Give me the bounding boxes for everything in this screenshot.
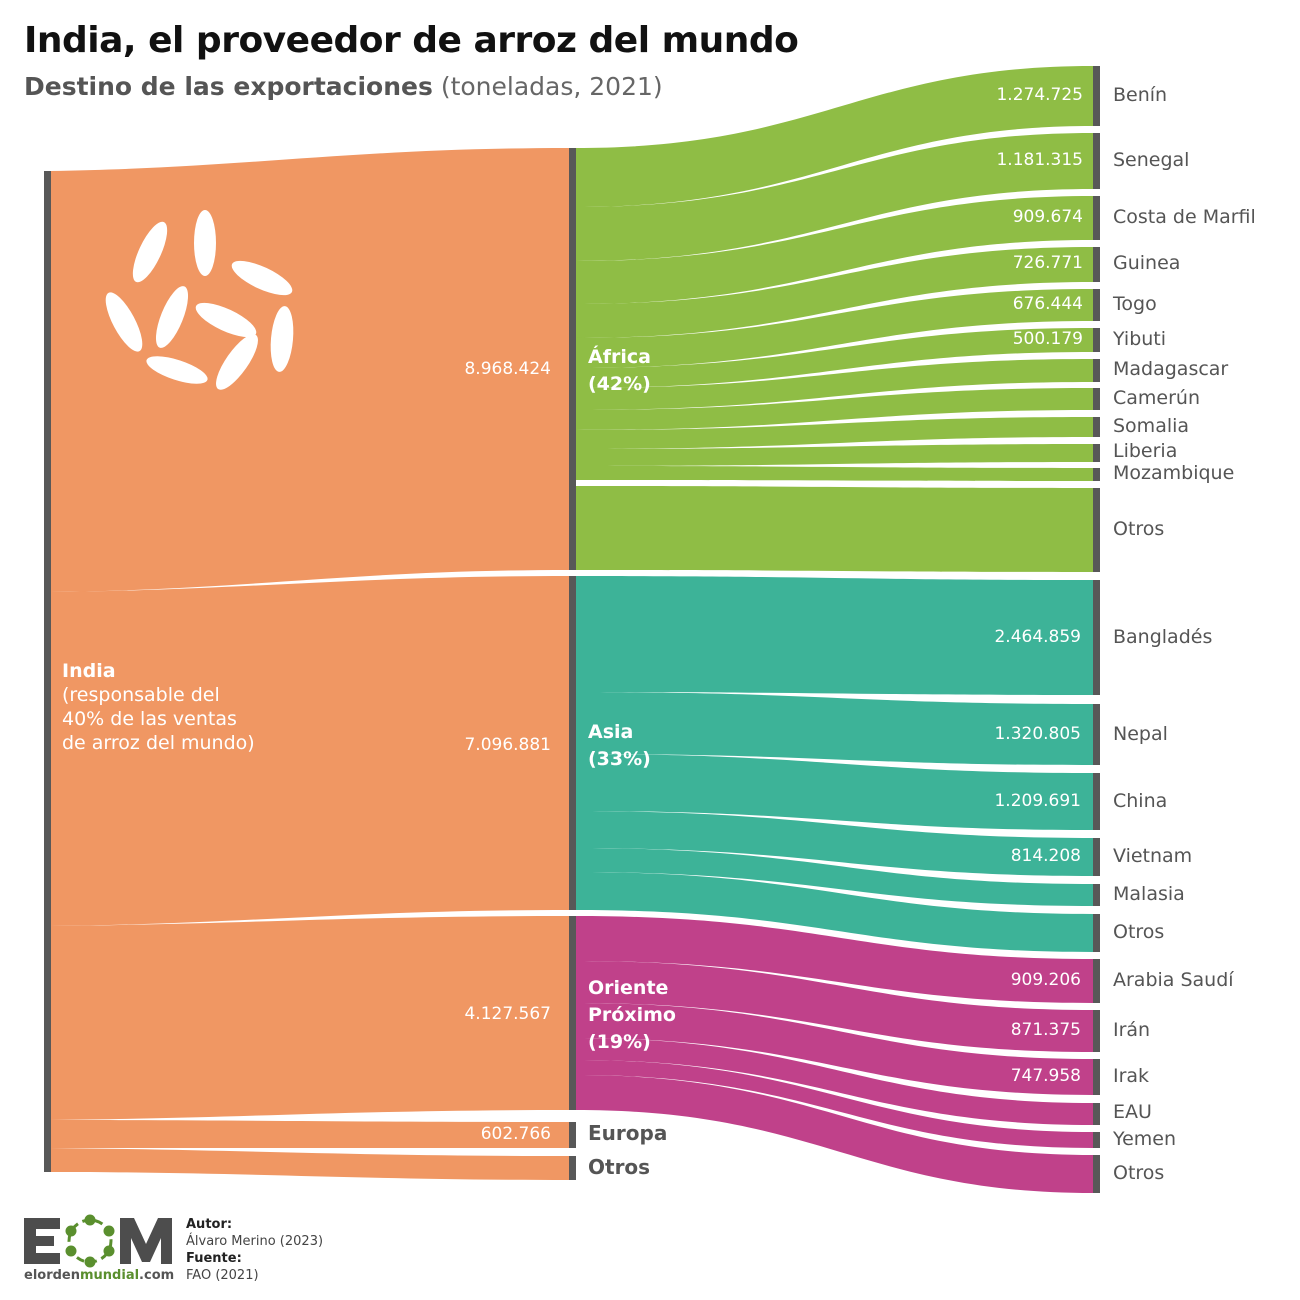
asia-value: 7.096.881 [464,735,551,755]
label-nepal: Nepal [1113,723,1168,745]
chart-title: India, el proveedor de arroz del mundo [24,20,799,61]
label-mozambique: Mozambique [1113,462,1235,484]
label-senegal: Senegal [1113,149,1190,171]
label-camerun: Camerún [1113,387,1201,409]
flow-india-asia [50,576,570,926]
value-guinea: 726.771 [1012,253,1083,273]
oriente-node-bar [569,916,576,1110]
value-arabia-saudi: 909.206 [1010,970,1081,990]
oriente-name-1: Oriente [588,977,669,999]
value-china: 1.209.691 [994,791,1081,811]
author-label: Autor: [186,1217,233,1232]
label-madagascar: Madagascar [1113,358,1229,380]
label-irak: Irak [1113,1065,1150,1087]
label-guinea: Guinea [1113,252,1181,274]
africa-value: 8.968.424 [464,359,551,379]
oriente-flows [576,916,1093,1193]
oriente-name-2: Próximo [588,1004,676,1026]
europa-value: 602.766 [480,1124,551,1144]
otros-node-bar [569,1156,576,1180]
label-oriente-otros: Otros [1113,1162,1165,1184]
label-vietnam: Vietnam [1113,845,1193,867]
india-note-3: de arroz del mundo) [62,732,255,754]
india-name: India [62,660,116,682]
label-africa-otros: Otros [1113,518,1165,540]
value-nepal: 1.320.805 [994,724,1081,744]
label-costa-de-marfil: Costa de Marfil [1113,206,1256,228]
site-part-a: elorden [24,1268,80,1283]
eom-logo [24,1214,172,1268]
oriente-label: Oriente Próximo (19%) [588,975,676,1056]
value-irak: 747.958 [1010,1066,1081,1086]
eom-site: elordenmundial.com [24,1268,174,1283]
chart-subtitle: Destino de las exportaciones (toneladas,… [24,72,663,101]
india-node-label: India (responsable del 40% de las ventas… [62,659,255,755]
label-liberia: Liberia [1113,440,1178,462]
label-eau: EAU [1113,1101,1152,1123]
india-node-bar [44,171,51,1172]
value-banglades: 2.464.859 [994,627,1081,647]
india-note-1: (responsable del [62,684,220,706]
label-yemen: Yemen [1113,1128,1177,1150]
europa-label: Europa [588,1121,668,1145]
asia-name: Asia [588,721,634,743]
label-iran: Irán [1113,1019,1151,1041]
africa-node-bar [569,148,576,570]
value-iran: 871.375 [1010,1020,1081,1040]
label-togo: Togo [1113,293,1157,315]
flow-india-africa [50,148,570,592]
value-yibuti: 500.179 [1012,329,1083,349]
source-label: Fuente: [186,1251,242,1266]
india-note-2: 40% de las ventas [62,708,237,730]
otros-label: Otros [588,1155,651,1179]
oriente-pct: (19%) [588,1031,651,1053]
flow-india-europa [50,1120,570,1148]
value-togo: 676.444 [1012,294,1083,314]
author: Álvaro Merino (2023) [186,1234,324,1249]
subtitle-light: (toneladas, 2021) [440,72,663,101]
africa-flows [576,66,1093,572]
africa-name: África [588,346,651,368]
label-benin: Benín [1113,84,1168,106]
country-node-bars [1093,66,1100,1193]
site-part-b: mundial [80,1268,140,1283]
rice-grains-icon [105,210,294,390]
subtitle-bold: Destino de las exportaciones [24,72,433,101]
label-yibuti: Yibuti [1113,328,1167,350]
flow-india-oriente [50,916,570,1120]
asia-pct: (33%) [588,748,651,770]
label-somalia: Somalia [1113,415,1190,437]
label-china: China [1113,790,1168,812]
europa-node-bar [569,1122,576,1148]
site-part-c: .com [139,1268,175,1283]
label-arabia-saudi: Arabia Saudí [1113,969,1234,991]
label-malasia: Malasia [1113,883,1185,905]
asia-node-bar [569,576,576,910]
flow-india-otros [50,1148,570,1180]
label-banglades: Bangladés [1113,626,1213,648]
credits: Autor: Álvaro Merino (2023) Fuente: FAO … [186,1216,323,1284]
africa-pct: (42%) [588,373,651,395]
label-asia-otros: Otros [1113,921,1165,943]
source: FAO (2021) [186,1268,259,1283]
oriente-value: 4.127.567 [464,1004,551,1024]
asia-flows [576,576,1093,952]
asia-label: Asia (33%) [588,719,651,773]
value-benin: 1.274.725 [996,85,1083,105]
value-senegal: 1.181.315 [996,150,1083,170]
africa-label: África (42%) [588,344,651,398]
value-vietnam: 814.208 [1010,846,1081,866]
value-costa-de-marfil: 909.674 [1012,207,1083,227]
